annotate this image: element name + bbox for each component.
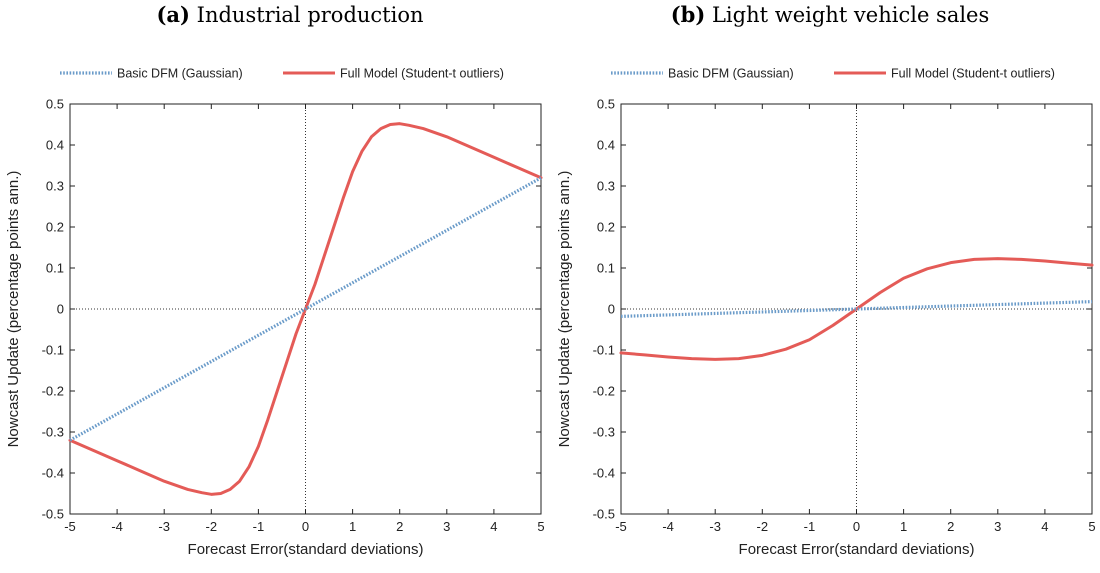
panel-b-ytick-label: -0.1 bbox=[593, 343, 615, 358]
panel-b-legend-label-basic-dfm: Basic DFM (Gaussian) bbox=[668, 67, 794, 81]
panel-a-ytick-label: -0.3 bbox=[42, 425, 64, 440]
panel-a-ytick-label: -0.4 bbox=[42, 466, 64, 481]
panel-a-ylabel: Nowcast Update (percentage points ann.) bbox=[5, 171, 22, 448]
panel-a-ytick-label: 0.3 bbox=[46, 179, 64, 194]
panel-b-legend-label-full-model: Full Model (Student-t outliers) bbox=[891, 67, 1055, 81]
panel-b-xtick-label: 0 bbox=[853, 519, 860, 534]
panel-a-series-basic-dfm-line bbox=[69, 176, 542, 442]
panel-a-tag: (a) bbox=[156, 2, 190, 27]
panel-b-ytick-label: -0.5 bbox=[593, 507, 615, 522]
panel-b-ytick-label: -0.4 bbox=[593, 466, 615, 481]
panel-b-xtick-label: -4 bbox=[662, 519, 674, 534]
panel-b-ytick-label: 0.1 bbox=[597, 261, 615, 276]
panel-a-ytick-label: 0.4 bbox=[46, 138, 64, 153]
panel-a-xtick-label: 3 bbox=[443, 519, 450, 534]
panel-a-xtick-label: 4 bbox=[490, 519, 497, 534]
panel-b-tag: (b) bbox=[670, 2, 706, 27]
panel-a-xtick-label: -4 bbox=[111, 519, 123, 534]
panel-a-xtick-label: -3 bbox=[158, 519, 170, 534]
panel-b-xtick-label: 1 bbox=[900, 519, 907, 534]
panel-a-xtick-label: 5 bbox=[537, 519, 544, 534]
panel-a-xtick-label: 0 bbox=[302, 519, 309, 534]
panel-b-xlabel: Forecast Error(standard deviations) bbox=[739, 541, 975, 558]
panel-b-xtick-label: -2 bbox=[757, 519, 769, 534]
panel-a-title-text: Industrial production bbox=[196, 3, 424, 27]
panel-a-xtick-label: -2 bbox=[206, 519, 218, 534]
panel-b-xtick-label: 2 bbox=[947, 519, 954, 534]
panel-b-ytick-label: 0.4 bbox=[597, 138, 615, 153]
panel-b-xtick-label: -5 bbox=[615, 519, 627, 534]
panel-b-series-full-model-line bbox=[619, 257, 1094, 361]
panel-b-ytick-label: 0.3 bbox=[597, 179, 615, 194]
panel-b-ytick-label: 0.2 bbox=[597, 220, 615, 235]
panel-a-ytick-label: -0.2 bbox=[42, 384, 64, 399]
panel-b-ytick-label: -0.2 bbox=[593, 384, 615, 399]
panel-b-ytick-label: 0.5 bbox=[597, 97, 615, 112]
panel-a-ytick-label: 0 bbox=[57, 302, 64, 317]
panel-b-xtick-label: 3 bbox=[994, 519, 1001, 534]
panel-a-ytick-label: 0.2 bbox=[46, 220, 64, 235]
panel-a-ytick-label: -0.1 bbox=[42, 343, 64, 358]
panel-b-ylabel: Nowcast Update (percentage points ann.) bbox=[556, 171, 573, 448]
panel-a-xtick-label: 1 bbox=[349, 519, 356, 534]
panel-a-ytick-label: 0.5 bbox=[46, 97, 64, 112]
panel-a-legend-label-full-model: Full Model (Student-t outliers) bbox=[340, 67, 504, 81]
panel-b-xtick-label: 5 bbox=[1088, 519, 1095, 534]
panel-b-ytick-label: -0.3 bbox=[593, 425, 615, 440]
panel-b-xtick-label: -1 bbox=[804, 519, 816, 534]
panel-b-ytick-label: 0 bbox=[608, 302, 615, 317]
panel-a-xtick-label: -1 bbox=[253, 519, 265, 534]
panel-a-xtick-label: -5 bbox=[64, 519, 76, 534]
panel-a-ytick-label: -0.5 bbox=[42, 507, 64, 522]
panel-b-xtick-label: -3 bbox=[709, 519, 721, 534]
panel-b-title: (b) Light weight vehicle sales bbox=[560, 2, 1100, 27]
panel-b-xtick-label: 4 bbox=[1041, 519, 1048, 534]
panel-a-ytick-label: 0.1 bbox=[46, 261, 64, 276]
panel-a-xlabel: Forecast Error(standard deviations) bbox=[188, 541, 424, 558]
panel-a-legend-label-basic-dfm: Basic DFM (Gaussian) bbox=[117, 67, 243, 81]
panel-a-title: (a) Industrial production bbox=[20, 2, 560, 27]
panel-b-title-text: Light weight vehicle sales bbox=[711, 3, 990, 27]
panel-a-xtick-label: 2 bbox=[396, 519, 403, 534]
